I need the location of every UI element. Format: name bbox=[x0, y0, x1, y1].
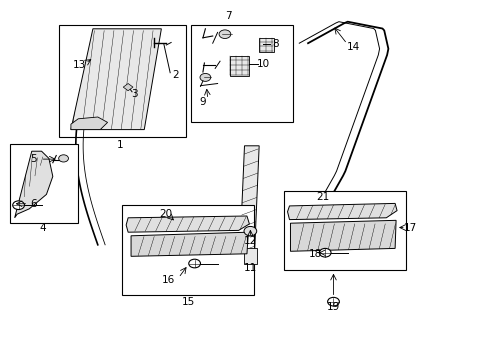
Bar bbox=[59, 25, 185, 137]
Text: 13: 13 bbox=[72, 60, 86, 70]
Circle shape bbox=[244, 226, 256, 236]
Circle shape bbox=[188, 259, 200, 268]
Polygon shape bbox=[15, 151, 53, 218]
Circle shape bbox=[319, 248, 330, 257]
Text: 8: 8 bbox=[271, 39, 278, 49]
Text: 20: 20 bbox=[160, 209, 172, 219]
Text: 18: 18 bbox=[308, 249, 322, 259]
Text: 1: 1 bbox=[116, 140, 123, 150]
Text: 6: 6 bbox=[30, 199, 37, 209]
Polygon shape bbox=[287, 203, 396, 220]
Circle shape bbox=[13, 201, 24, 210]
Text: 19: 19 bbox=[326, 302, 340, 312]
Bar bbox=[122, 205, 254, 295]
Text: 2: 2 bbox=[172, 69, 179, 80]
Polygon shape bbox=[126, 216, 249, 232]
Text: 4: 4 bbox=[40, 222, 46, 233]
Bar bbox=[10, 144, 78, 223]
Bar bbox=[283, 191, 405, 270]
Polygon shape bbox=[290, 220, 395, 251]
Circle shape bbox=[327, 297, 339, 306]
Polygon shape bbox=[71, 117, 107, 130]
Bar bbox=[229, 56, 249, 76]
Circle shape bbox=[200, 73, 210, 81]
Bar bbox=[190, 25, 293, 122]
Text: 11: 11 bbox=[243, 263, 257, 273]
Text: 16: 16 bbox=[162, 275, 175, 285]
Bar bbox=[259, 38, 273, 52]
Polygon shape bbox=[123, 84, 133, 91]
Text: 12: 12 bbox=[243, 236, 257, 246]
Text: 17: 17 bbox=[403, 222, 417, 233]
Text: 3: 3 bbox=[131, 89, 138, 99]
Text: 9: 9 bbox=[199, 97, 206, 107]
Text: 14: 14 bbox=[346, 42, 359, 52]
Text: 5: 5 bbox=[30, 154, 37, 164]
Polygon shape bbox=[239, 146, 259, 259]
Text: 10: 10 bbox=[256, 59, 269, 69]
Text: 15: 15 bbox=[181, 297, 195, 307]
Text: 7: 7 bbox=[225, 11, 232, 21]
Polygon shape bbox=[71, 29, 161, 130]
Polygon shape bbox=[131, 232, 248, 256]
Text: 21: 21 bbox=[315, 192, 329, 202]
Bar bbox=[243, 248, 257, 264]
Circle shape bbox=[219, 30, 230, 39]
Circle shape bbox=[59, 155, 68, 162]
